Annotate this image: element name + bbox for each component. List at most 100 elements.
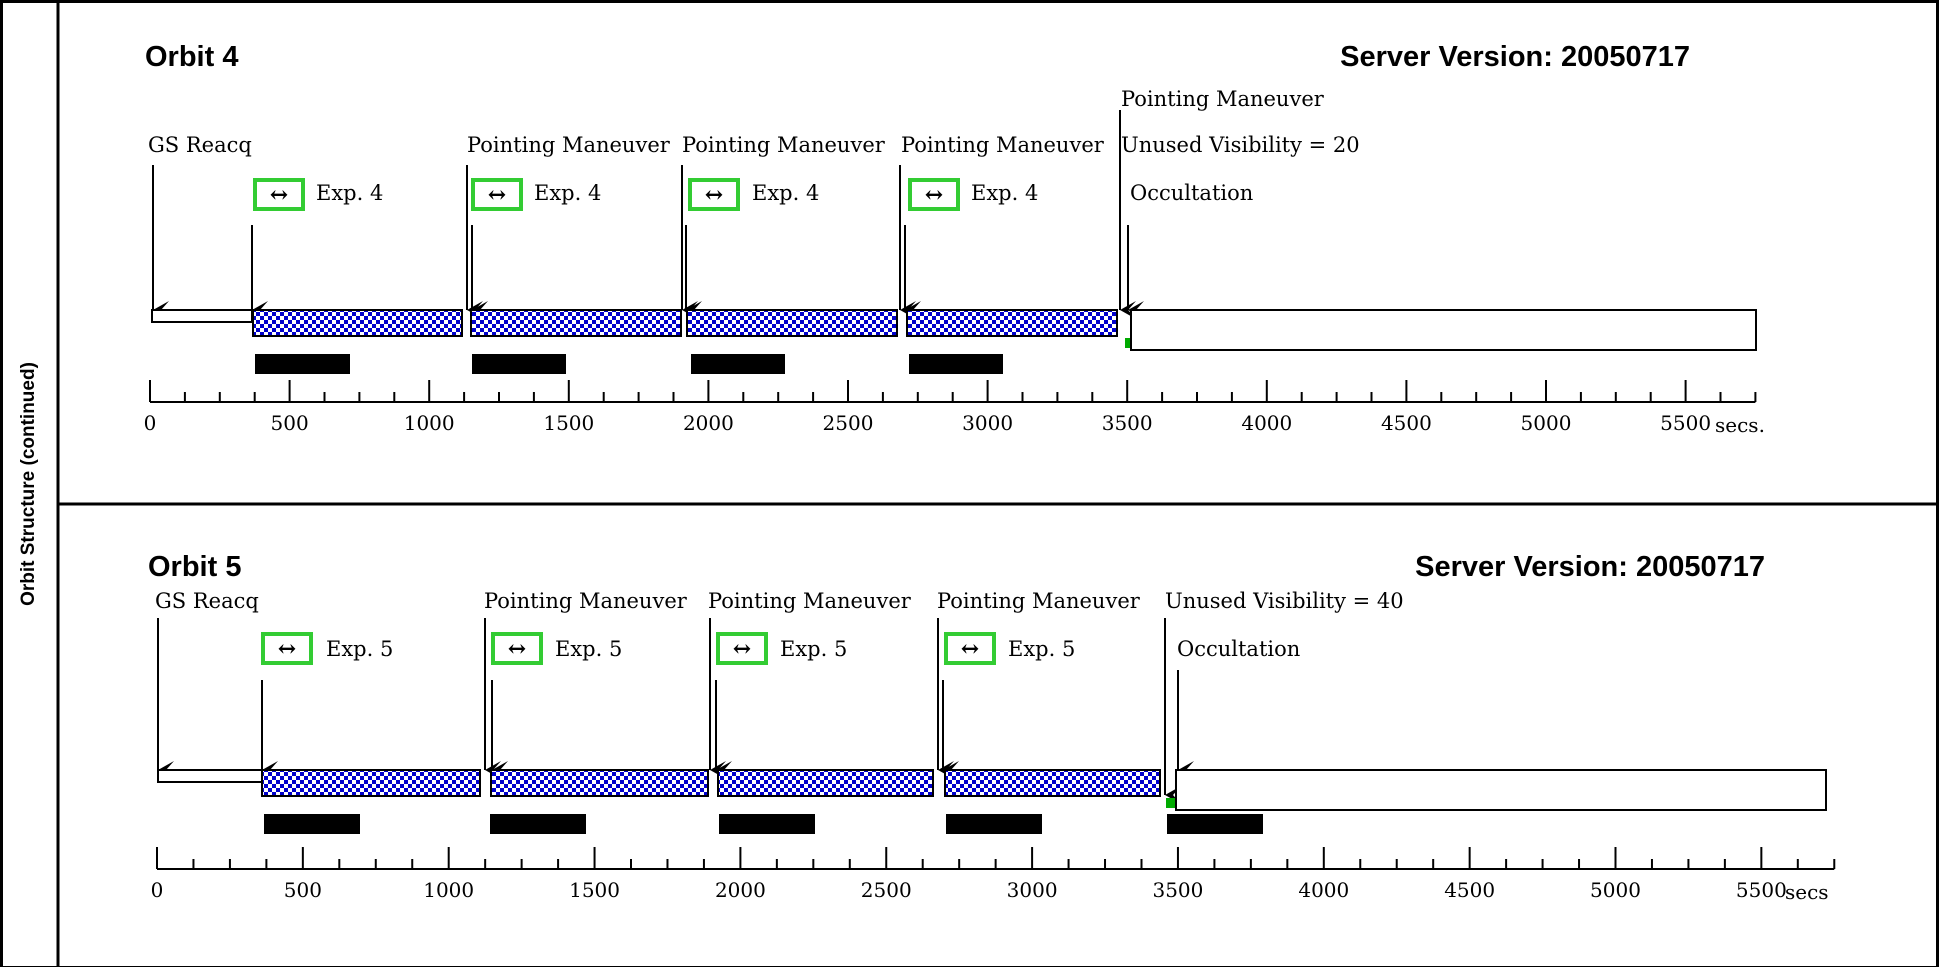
exp-icon-frame <box>253 178 305 211</box>
unused-visibility-label: Unused Visibility = 40 <box>1165 589 1404 613</box>
exposure-segment <box>686 309 898 337</box>
double-arrow-icon: ↔ <box>488 182 506 208</box>
exposure-segment <box>906 309 1118 337</box>
tick-label: 1000 <box>423 878 474 902</box>
double-arrow-icon: ↔ <box>508 636 526 662</box>
pointing-maneuver-label: Pointing Maneuver <box>1121 87 1325 111</box>
pointing-maneuver-label: Pointing Maneuver <box>937 589 1141 613</box>
tick-label: 2500 <box>823 411 874 435</box>
tick-label: 5000 <box>1521 411 1572 435</box>
side-label: Orbit Structure (continued) <box>0 0 58 967</box>
tick-label: 3500 <box>1152 878 1203 902</box>
tick-label: 5500 <box>1660 411 1711 435</box>
timing-bar <box>264 814 360 834</box>
exposure-label: Exp. 4 <box>971 181 1038 205</box>
tick-label: 0 <box>151 878 164 902</box>
occultation-segment <box>1130 309 1757 351</box>
double-arrow-icon: ↔ <box>961 636 979 662</box>
exposure-label: Exp. 4 <box>534 181 601 205</box>
timing-bar <box>472 354 566 374</box>
exposure-segment <box>717 769 934 797</box>
tick-label: 500 <box>284 878 322 902</box>
occultation-segment <box>1175 769 1827 811</box>
tick-label: 3000 <box>962 411 1013 435</box>
tick-label: 3500 <box>1102 411 1153 435</box>
tick-label: 1000 <box>404 411 455 435</box>
maneuver-marker <box>1125 338 1131 348</box>
exposure-icon: ↔ <box>261 632 313 665</box>
gs-reacq-label: GS Reacq <box>148 133 252 157</box>
exposure-icon: ↔ <box>716 632 768 665</box>
exposure-segment <box>470 309 682 337</box>
timing-bar <box>909 354 1003 374</box>
exposure-label: Exp. 4 <box>316 181 383 205</box>
server-version: Server Version: 20050717 <box>1415 551 1765 583</box>
timing-bar <box>255 354 350 374</box>
tick-label: 3000 <box>1007 878 1058 902</box>
gs-reacq-segment <box>157 769 263 783</box>
timing-bar <box>691 354 785 374</box>
tick-label: 1500 <box>569 878 620 902</box>
tick-label: 2500 <box>861 878 912 902</box>
timing-bar <box>490 814 586 834</box>
exp-icon-frame <box>908 178 960 211</box>
timing-bar <box>946 814 1042 834</box>
pointing-maneuver-label: Pointing Maneuver <box>467 133 671 157</box>
exposure-segment <box>490 769 709 797</box>
exposure-segment <box>261 769 481 797</box>
tick-label: 4500 <box>1381 411 1432 435</box>
axis-unit-label: secs. <box>1715 413 1765 437</box>
double-arrow-icon: ↔ <box>278 636 296 662</box>
exposure-label: Exp. 5 <box>326 637 393 661</box>
exposure-icon: ↔ <box>253 178 305 211</box>
pointing-maneuver-label: Pointing Maneuver <box>484 589 688 613</box>
exposure-icon: ↔ <box>491 632 543 665</box>
occultation-label: Occultation <box>1130 181 1253 205</box>
tick-label: 2000 <box>683 411 734 435</box>
tick-label: 5000 <box>1590 878 1641 902</box>
exposure-label: Exp. 5 <box>555 637 622 661</box>
exp-icon-frame <box>944 632 996 665</box>
tick-label: 1500 <box>543 411 594 435</box>
orbit-title: Orbit 4 <box>145 41 238 73</box>
unused-visibility-label: Unused Visibility = 20 <box>1121 133 1360 157</box>
timing-bar <box>1167 814 1263 834</box>
occultation-label: Occultation <box>1177 637 1300 661</box>
tick-label: 2000 <box>715 878 766 902</box>
tick-label: 4000 <box>1241 411 1292 435</box>
tick-label: 5500 <box>1736 878 1787 902</box>
exposure-label: Exp. 5 <box>780 637 847 661</box>
pointing-maneuver-label: Pointing Maneuver <box>901 133 1105 157</box>
side-label-text: Orbit Structure (continued) <box>18 361 39 606</box>
exposure-icon: ↔ <box>688 178 740 211</box>
orbit-title: Orbit 5 <box>148 551 241 583</box>
exposure-segment <box>252 309 463 337</box>
orbit-4-panel: Orbit 4 Server Version: 20050717 GS Reacq P… <box>144 41 1765 437</box>
exposure-icon: ↔ <box>471 178 523 211</box>
tick-label: 4000 <box>1298 878 1349 902</box>
pointing-maneuver-label: Pointing Maneuver <box>682 133 886 157</box>
exp-icon-frame <box>261 632 313 665</box>
pointing-maneuver-label: Pointing Maneuver <box>708 589 912 613</box>
exposure-icon: ↔ <box>944 632 996 665</box>
orbit-5-panel: Orbit 5 Server Version: 20050717 GS Reacq P… <box>148 551 1836 904</box>
double-arrow-icon: ↔ <box>925 182 943 208</box>
timing-bar <box>719 814 815 834</box>
exposure-label: Exp. 4 <box>752 181 819 205</box>
exp-icon-frame <box>491 632 543 665</box>
double-arrow-icon: ↔ <box>270 182 288 208</box>
tick-label: 500 <box>271 411 309 435</box>
tick-label: 0 <box>144 411 157 435</box>
gs-reacq-segment <box>151 309 253 323</box>
exp-icon-frame <box>688 178 740 211</box>
tick-label: 4500 <box>1444 878 1495 902</box>
double-arrow-icon: ↔ <box>733 636 751 662</box>
maneuver-marker <box>1166 798 1176 808</box>
double-arrow-icon: ↔ <box>705 182 723 208</box>
exposure-icon: ↔ <box>908 178 960 211</box>
exposure-segment <box>944 769 1161 797</box>
server-version: Server Version: 20050717 <box>1340 41 1690 73</box>
gs-reacq-label: GS Reacq <box>155 589 259 613</box>
